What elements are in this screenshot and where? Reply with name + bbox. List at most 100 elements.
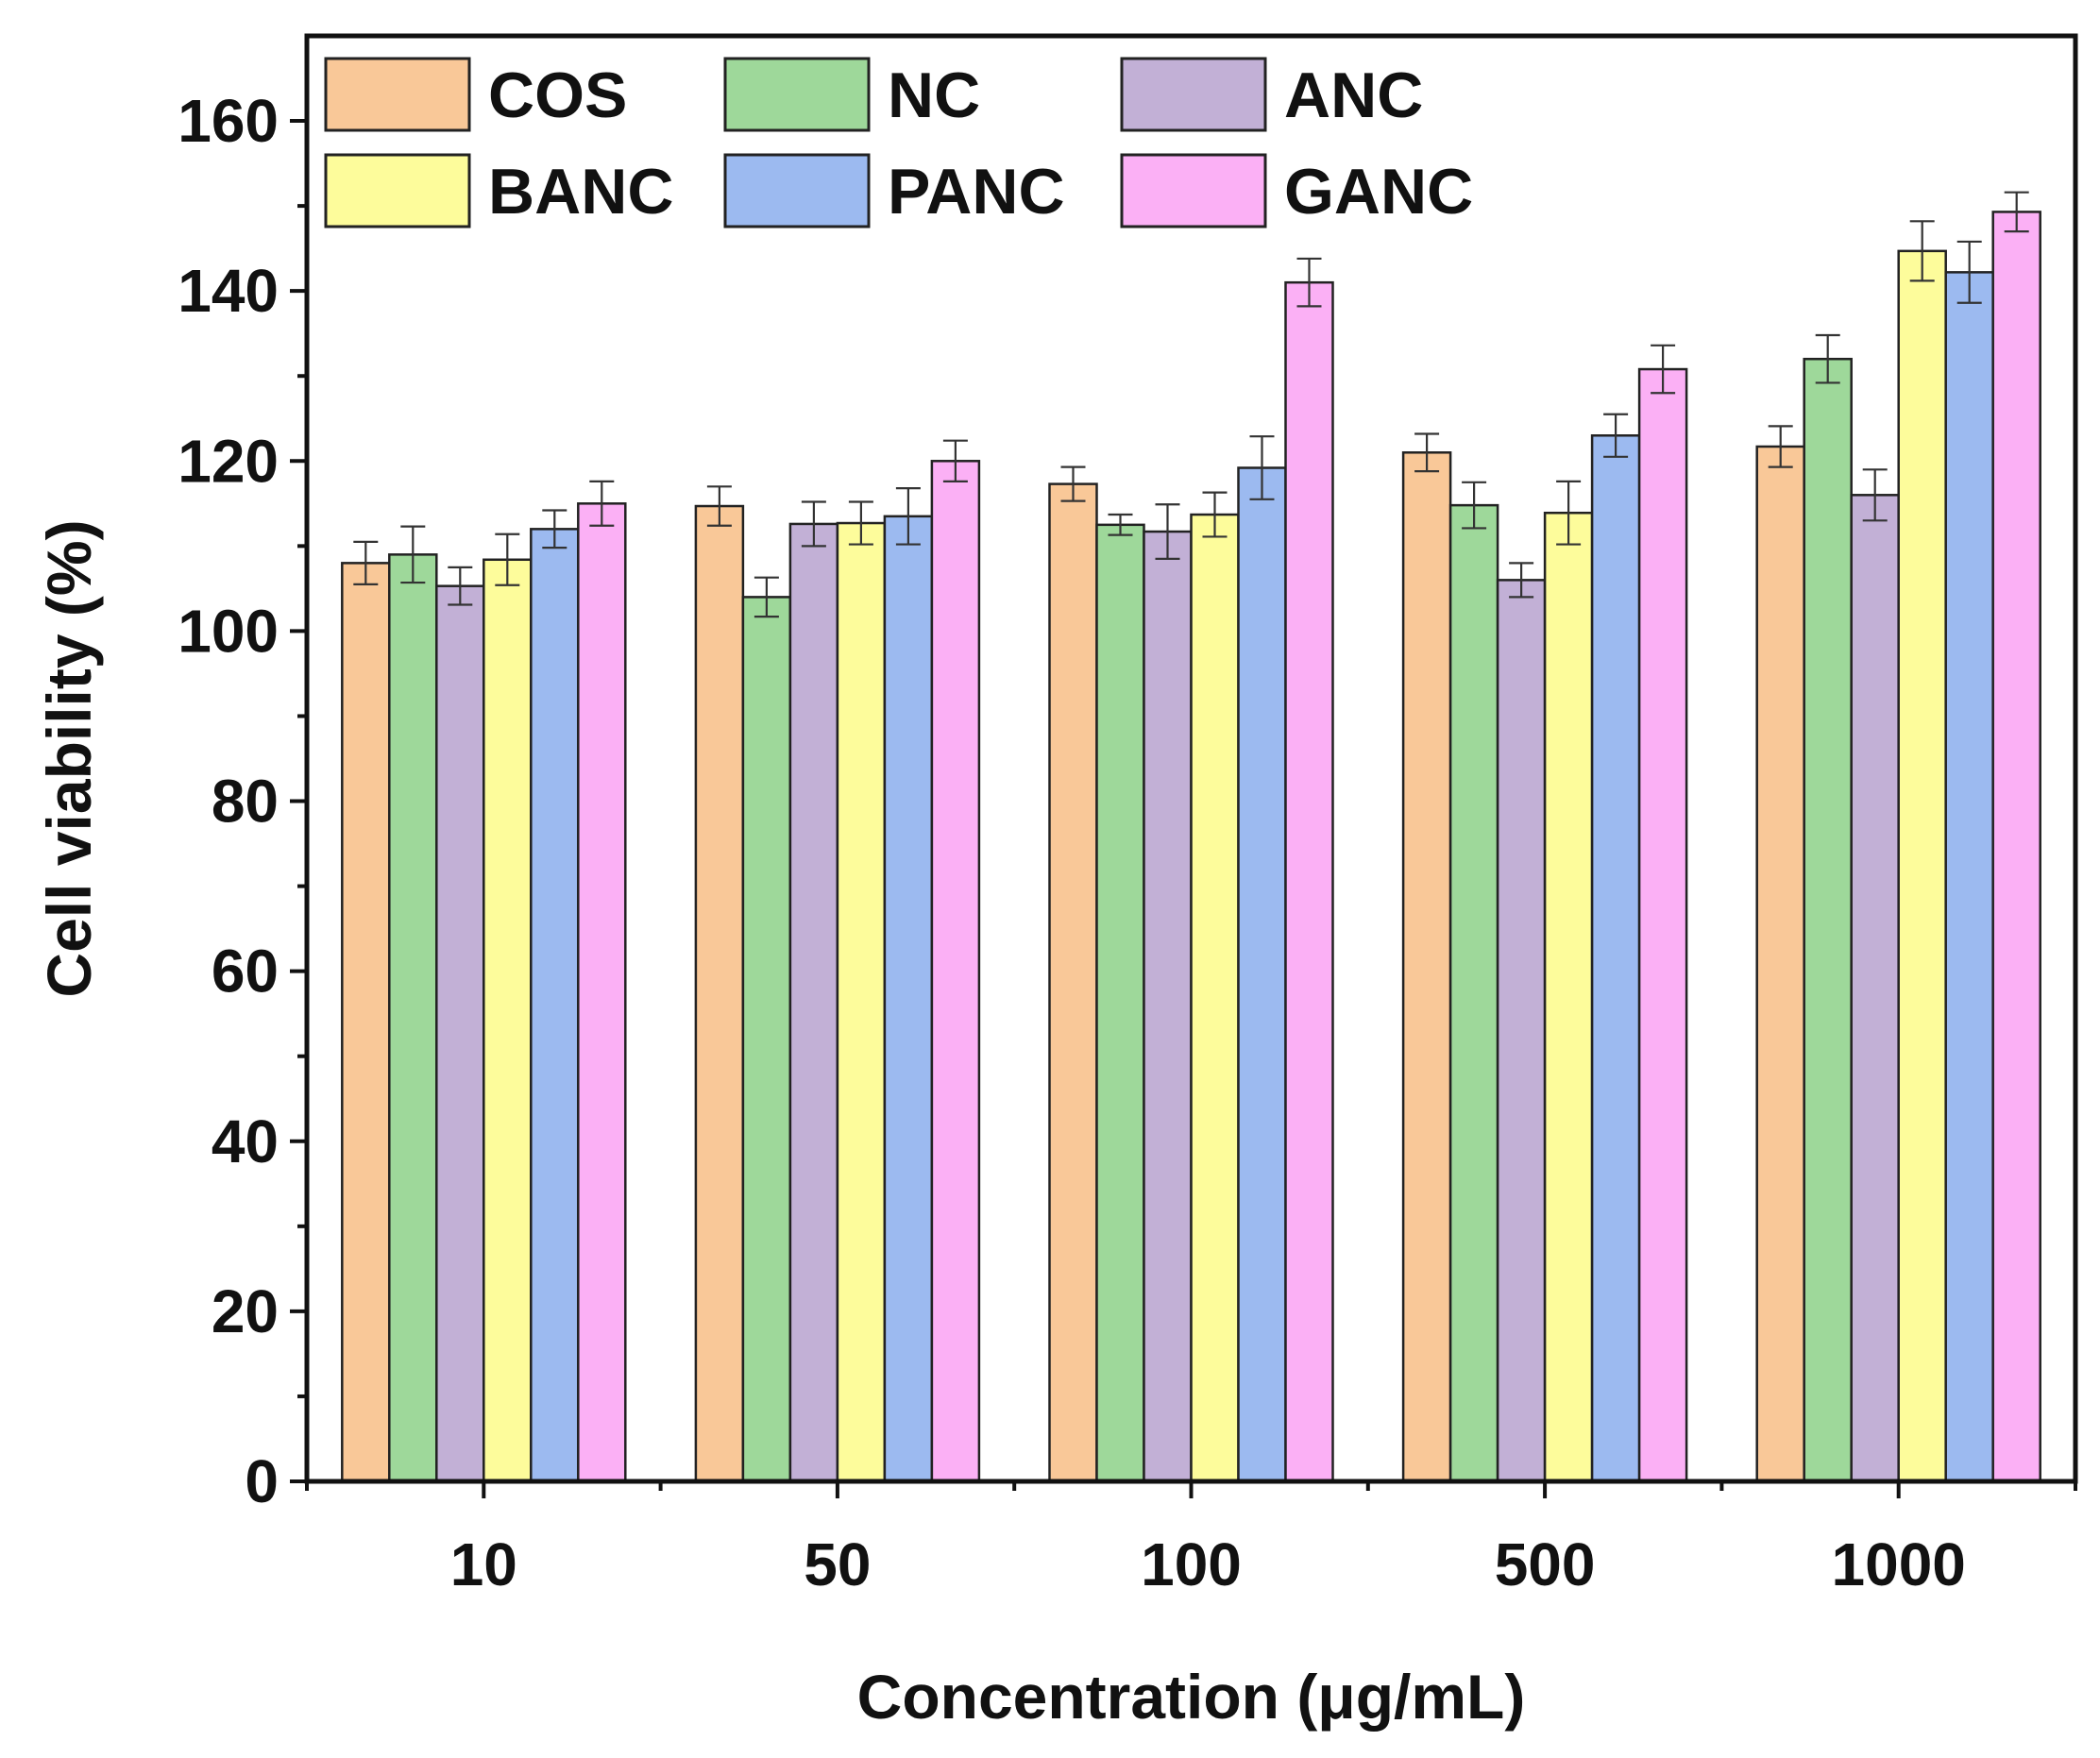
legend-label: NC <box>888 59 980 131</box>
bar-panc-500 <box>1590 434 1641 1483</box>
bar-cos-100 <box>1048 482 1098 1483</box>
legend-label: COS <box>488 59 627 131</box>
y-tick-label: 100 <box>178 597 279 665</box>
legend-swatch <box>723 57 871 132</box>
legend-swatch <box>1120 57 1267 132</box>
error-bar-ganc-1000 <box>2004 191 2029 233</box>
x-tick-label: 10 <box>450 1530 517 1598</box>
legend-label: BANC <box>488 156 673 228</box>
legend-item-cos: COS <box>324 57 627 132</box>
legend-label: ANC <box>1284 59 1423 131</box>
bar-ganc-10 <box>577 502 627 1483</box>
error-bar-cos-1000 <box>1768 425 1793 468</box>
bar-banc-500 <box>1543 511 1594 1483</box>
bar-nc-500 <box>1448 503 1499 1483</box>
legend-item-nc: NC <box>723 57 980 132</box>
legend-item-ganc: GANC <box>1120 153 1473 228</box>
y-tick-label: 20 <box>212 1277 279 1345</box>
y-axis-title: Cell viability (%) <box>34 519 104 997</box>
error-bar-banc-50 <box>848 500 873 546</box>
error-bar-nc-50 <box>754 576 779 618</box>
legend-item-panc: PANC <box>723 153 1065 228</box>
error-bar-cos-100 <box>1060 465 1086 502</box>
y-tick-label: 40 <box>212 1107 279 1175</box>
error-bar-ganc-50 <box>942 439 968 483</box>
error-bar-panc-10 <box>542 509 567 549</box>
legend-label: GANC <box>1284 156 1473 228</box>
legend-swatch <box>324 57 471 132</box>
error-bar-nc-10 <box>400 525 426 584</box>
bar-ganc-50 <box>930 460 981 1483</box>
bar-banc-100 <box>1190 513 1240 1483</box>
error-bar-ganc-100 <box>1296 257 1322 308</box>
legend-item-anc: ANC <box>1120 57 1423 132</box>
error-bar-cos-10 <box>353 540 379 585</box>
error-bar-panc-500 <box>1603 413 1629 458</box>
legend-item-banc: BANC <box>324 153 673 228</box>
x-axis-title: Concentration (μg/mL) <box>857 1662 1526 1732</box>
y-tick-label: 160 <box>178 87 279 155</box>
axis-layer: 0 20 40 60 80 100 120 140 160 10 50 100 500 1000 <box>178 87 2077 1598</box>
legend-label: PANC <box>888 156 1065 228</box>
bar-anc-1000 <box>1850 494 1900 1483</box>
bar-cos-50 <box>694 504 745 1483</box>
bar-anc-10 <box>435 584 485 1483</box>
legend-swatch <box>723 153 871 228</box>
bar-banc-10 <box>483 558 533 1483</box>
bars-layer <box>341 211 2041 1483</box>
error-bar-banc-1000 <box>1909 220 1935 282</box>
error-bar-anc-100 <box>1155 503 1180 560</box>
error-bar-nc-1000 <box>1815 333 1840 384</box>
error-bar-anc-500 <box>1509 562 1534 599</box>
error-bar-banc-10 <box>495 532 520 586</box>
error-bar-panc-1000 <box>1956 240 1982 304</box>
y-tick-label: 140 <box>178 257 279 325</box>
legend-swatch <box>1120 153 1267 228</box>
y-tick-label: 0 <box>245 1447 279 1515</box>
error-bars-layer <box>353 191 2029 618</box>
error-bar-anc-10 <box>448 566 473 606</box>
bar-anc-500 <box>1496 579 1547 1483</box>
error-bar-nc-100 <box>1108 513 1133 536</box>
y-tick-label: 60 <box>212 938 279 1006</box>
bar-banc-1000 <box>1897 249 1947 1483</box>
error-bar-banc-100 <box>1202 491 1228 538</box>
bar-nc-50 <box>741 596 792 1483</box>
error-bar-anc-50 <box>801 500 826 548</box>
bar-ganc-100 <box>1284 280 1334 1483</box>
x-tick-label: 100 <box>1141 1530 1242 1598</box>
error-bar-ganc-10 <box>589 480 615 527</box>
bar-cos-10 <box>341 562 391 1483</box>
bar-ganc-500 <box>1637 367 1688 1483</box>
bar-panc-50 <box>883 515 934 1483</box>
legend: COS NC ANC BANC PANC GANC <box>324 57 1473 228</box>
error-bar-anc-1000 <box>1862 468 1888 522</box>
bar-banc-50 <box>836 521 887 1483</box>
x-tick-label: 500 <box>1495 1530 1596 1598</box>
bar-nc-10 <box>388 553 438 1483</box>
bar-panc-1000 <box>1944 271 1994 1483</box>
bar-nc-100 <box>1095 523 1145 1483</box>
error-bar-nc-500 <box>1462 481 1487 530</box>
error-bar-panc-50 <box>895 487 921 546</box>
x-tick-label: 1000 <box>1832 1530 1966 1598</box>
bar-cos-1000 <box>1755 445 1805 1483</box>
legend-swatch <box>324 153 471 228</box>
bar-nc-1000 <box>1803 357 1853 1483</box>
x-tick-label: 50 <box>804 1530 871 1598</box>
y-tick-label: 80 <box>212 768 279 836</box>
y-tick-label: 120 <box>178 427 279 495</box>
error-bar-ganc-500 <box>1651 344 1676 395</box>
bar-cos-500 <box>1401 451 1452 1483</box>
error-bar-cos-50 <box>706 485 732 527</box>
bar-anc-100 <box>1143 530 1193 1483</box>
bar-panc-10 <box>530 528 580 1483</box>
error-bar-panc-100 <box>1249 435 1275 500</box>
bar-panc-100 <box>1237 466 1287 1483</box>
error-bar-cos-500 <box>1414 432 1440 473</box>
error-bar-banc-500 <box>1556 480 1582 546</box>
bar-ganc-1000 <box>1991 211 2041 1483</box>
bar-anc-50 <box>788 522 839 1483</box>
